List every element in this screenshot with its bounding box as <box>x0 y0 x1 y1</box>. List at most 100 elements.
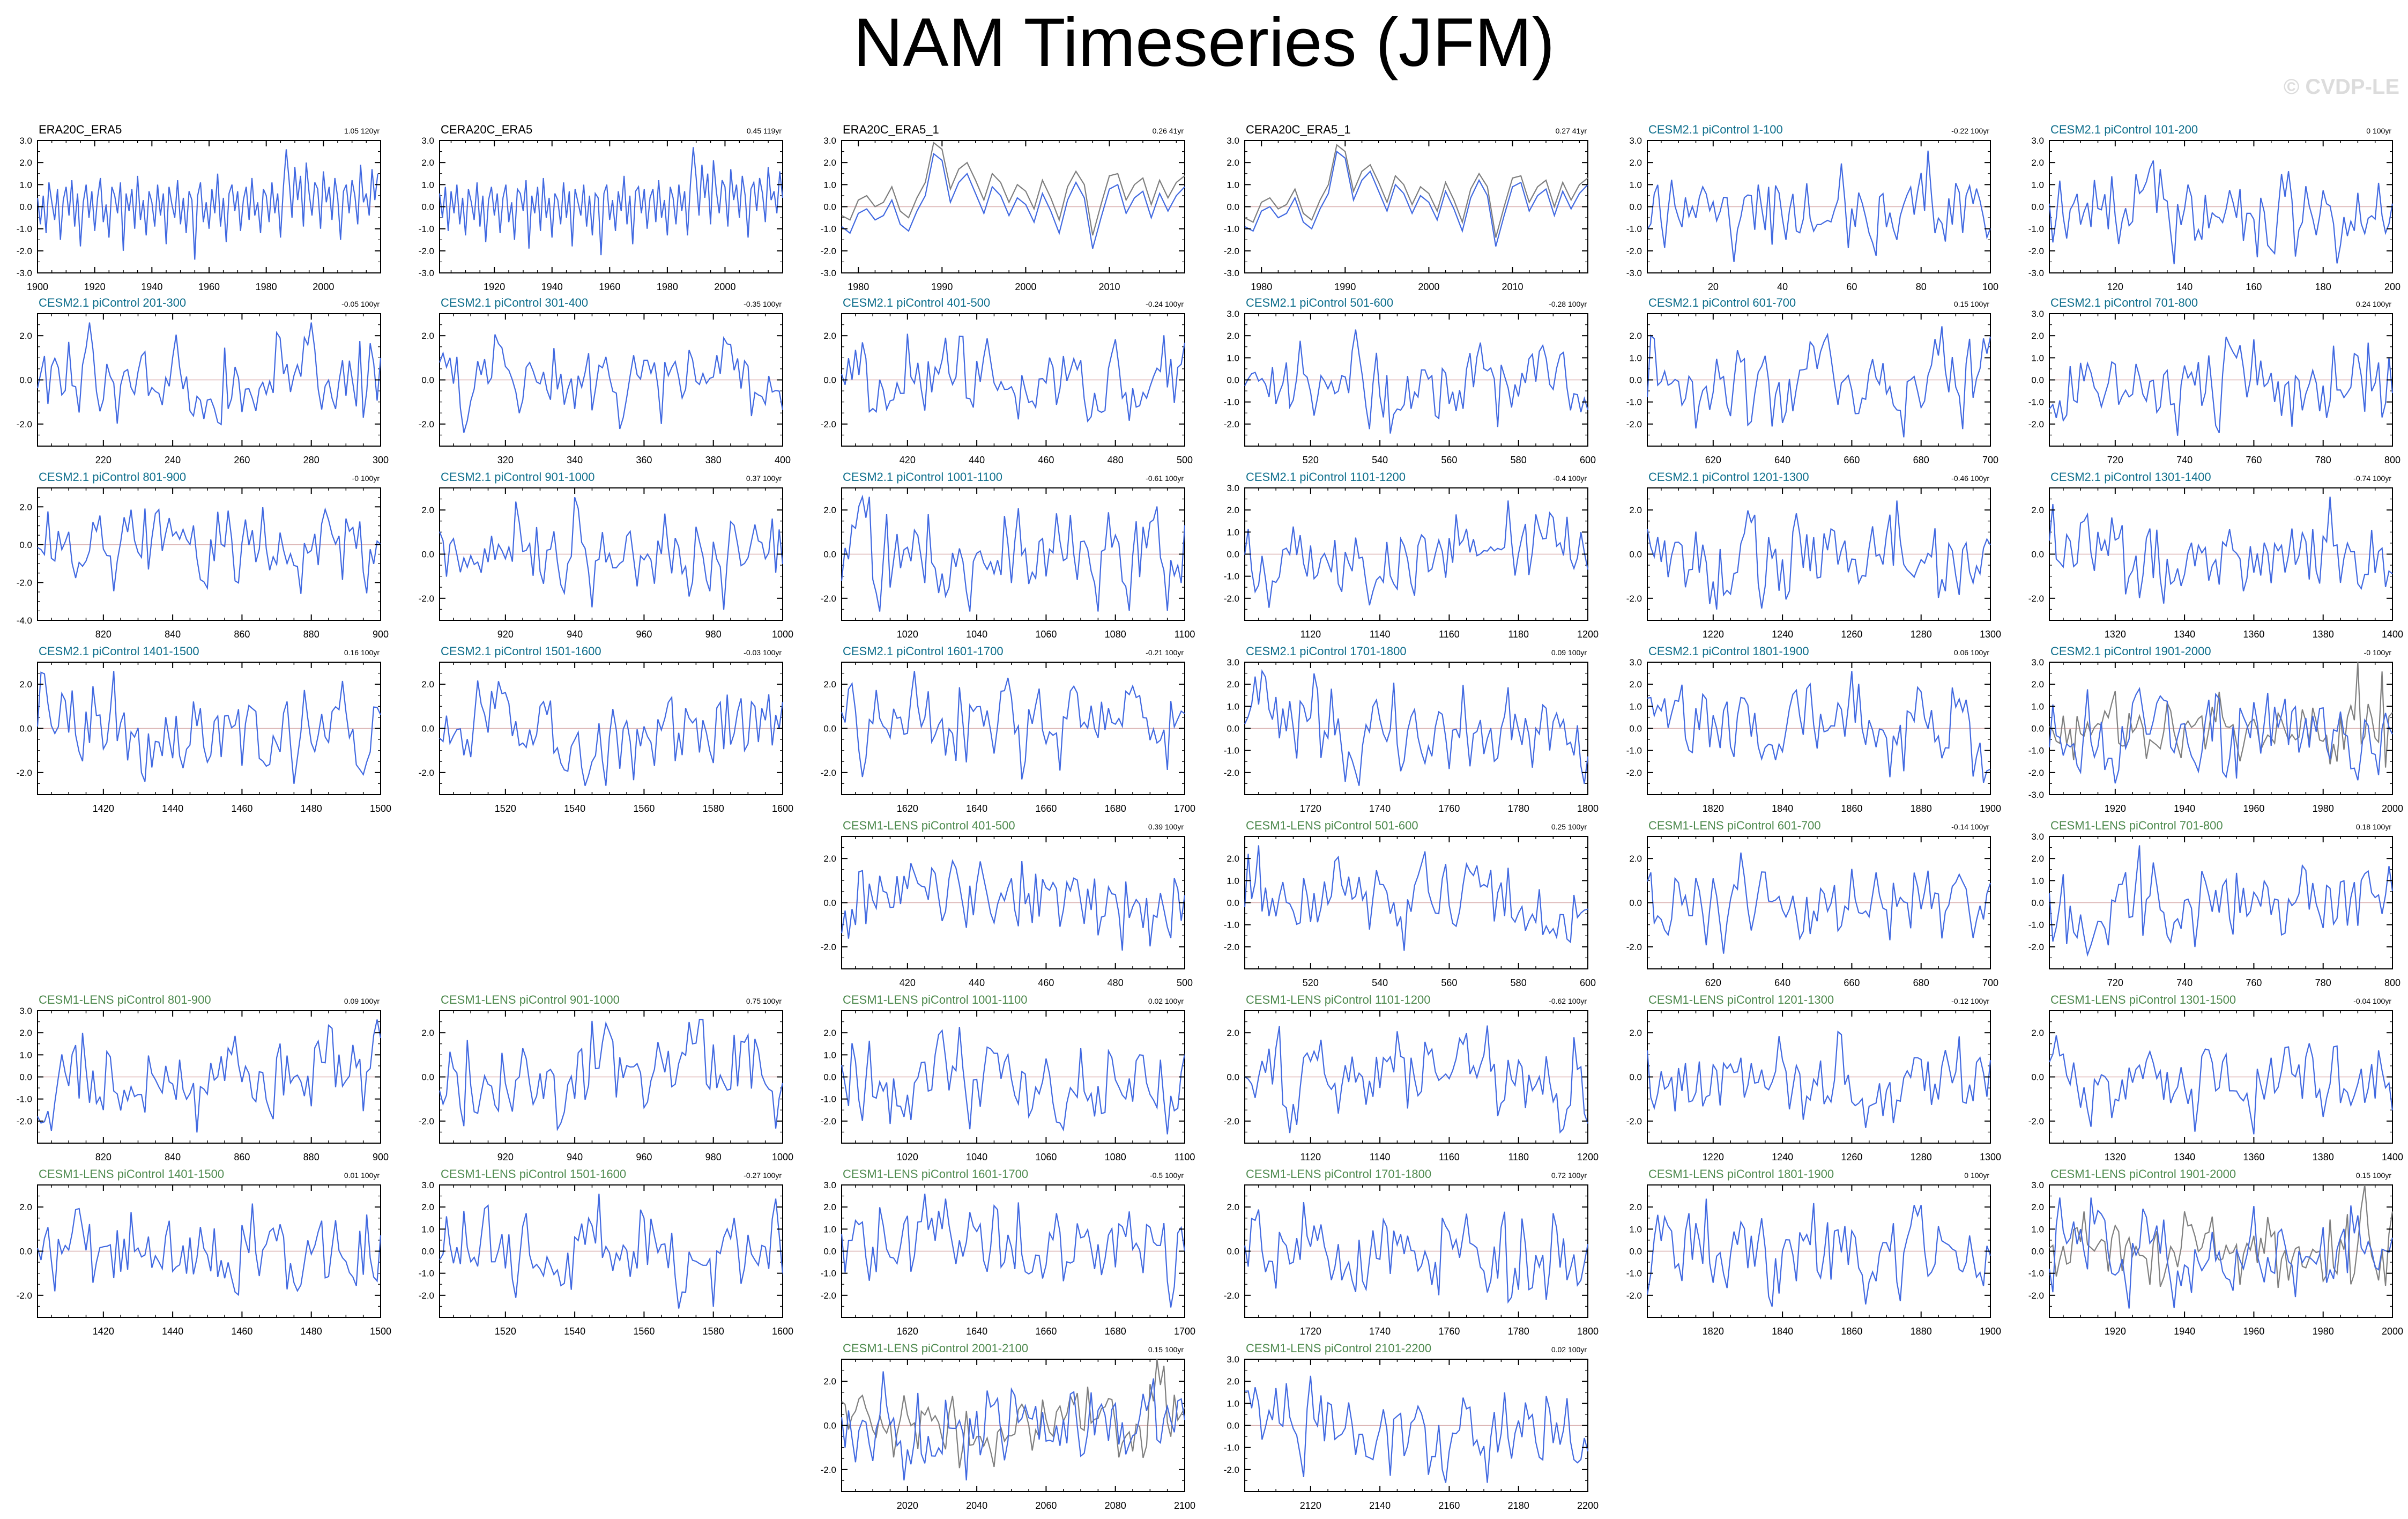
panel-title: CESM2.1 piControl 1301-1400 <box>2050 470 2211 484</box>
model-series-line <box>2048 1035 2394 1135</box>
y-tick-label: 2.0 <box>19 331 32 341</box>
panel-title: CESM1-LENS piControl 401-500 <box>843 819 1015 832</box>
y-tick-label: 3.0 <box>2031 309 2044 319</box>
x-tick-label: 1540 <box>564 1326 585 1337</box>
obs-series-line <box>841 142 1185 236</box>
y-tick-label: 3.0 <box>2031 657 2044 668</box>
y-tick-label: 3.0 <box>2031 832 2044 842</box>
x-tick-label: 1980 <box>2313 803 2334 814</box>
y-tick-label: 2.0 <box>19 1202 32 1212</box>
x-tick-label: 960 <box>636 629 652 640</box>
x-tick-label: 1980 <box>657 281 678 292</box>
x-tick-label: 1000 <box>772 1152 793 1162</box>
x-tick-label: 1420 <box>93 1326 114 1337</box>
y-tick-label: 1.0 <box>1629 1224 1642 1234</box>
x-tick-label: 1180 <box>1508 629 1529 640</box>
x-tick-label: 860 <box>234 1152 250 1162</box>
x-tick-label: 2060 <box>1035 1500 1057 1511</box>
y-tick-label: -1.0 <box>821 224 836 234</box>
y-tick-label: -2.0 <box>1224 1465 1239 1475</box>
trend-label: 0.01 100yr <box>344 1171 380 1180</box>
x-tick-label: 640 <box>1774 455 1790 465</box>
y-tick-label: -1.0 <box>2028 746 2044 756</box>
trend-label: -0.5 100yr <box>1150 1171 1184 1180</box>
y-tick-label: 2.0 <box>823 158 836 168</box>
y-tick-label: -2.0 <box>2028 419 2044 429</box>
panel-title: CESM2.1 piControl 401-500 <box>843 296 990 309</box>
y-tick-label: 3.0 <box>1227 1354 1239 1365</box>
panel-title: ERA20C_ERA5_1 <box>843 123 939 136</box>
y-tick-label: -2.0 <box>17 768 32 778</box>
obs-series-line <box>841 1359 1185 1469</box>
trend-label: 1.05 120yr <box>344 127 380 135</box>
y-tick-label: -1.0 <box>2028 1269 2044 1279</box>
panel-title: CESM1-LENS piControl 2001-2100 <box>843 1342 1028 1355</box>
trend-label: -0.05 100yr <box>341 300 380 308</box>
x-tick-label: 1660 <box>1035 1326 1057 1337</box>
x-tick-label: 120 <box>2107 281 2123 292</box>
x-tick-label: 1480 <box>301 1326 322 1337</box>
model-series-line <box>1646 326 1991 438</box>
y-tick-label: -1.0 <box>2028 224 2044 234</box>
model-series-line <box>2048 1197 2394 1309</box>
x-tick-label: 720 <box>2107 455 2123 465</box>
y-tick-label: -2.0 <box>1224 1116 1239 1127</box>
trend-label: -0.12 100yr <box>1951 997 1989 1005</box>
y-tick-label: -1.0 <box>1224 920 1239 930</box>
model-series-line <box>439 1194 784 1309</box>
x-tick-label: 860 <box>234 629 250 640</box>
panel-19: 1420 1440 1460 1480 1500 2.0 0.0 -2.0 CESM2.1 pi… <box>17 644 391 814</box>
x-tick-label: 1900 <box>1980 1326 2001 1337</box>
x-tick-label: 1840 <box>1772 1326 1793 1337</box>
y-tick-label: 1.0 <box>19 180 32 190</box>
y-tick-label: 0.0 <box>19 1247 32 1257</box>
y-tick-label: -1.0 <box>821 1269 836 1279</box>
x-tick-label: 2100 <box>1174 1500 1195 1511</box>
x-tick-label: 1980 <box>848 281 869 292</box>
x-tick-label: 1920 <box>84 281 106 292</box>
y-tick-label: 0.0 <box>823 724 836 734</box>
trend-label: 0.18 100yr <box>2356 823 2391 831</box>
y-tick-label: 3.0 <box>2031 1180 2044 1190</box>
x-tick-label: 1600 <box>772 803 793 814</box>
panel-24: 1920 1940 1960 1980 2000 3.0 2.0 1.0 0.0 -1.0 -2.0… <box>2028 644 2403 814</box>
y-tick-label: 3.0 <box>19 1006 32 1016</box>
x-tick-label: 500 <box>1177 977 1193 988</box>
x-tick-label: 1220 <box>1703 1152 1724 1162</box>
x-tick-label: 1400 <box>2382 1152 2403 1162</box>
y-tick-label: 1.0 <box>421 180 434 190</box>
x-tick-label: 1340 <box>2174 1152 2195 1162</box>
panel-title: CESM1-LENS piControl 1901-2000 <box>2050 1167 2236 1181</box>
x-tick-label: 780 <box>2315 977 2331 988</box>
panel-20: 1520 1540 1560 1580 1600 2.0 0.0 -2.0 CESM2.1 pi… <box>419 644 793 814</box>
y-tick-label: 2.0 <box>421 679 434 690</box>
x-tick-label: 380 <box>705 455 722 465</box>
panel-title: CESM2.1 piControl 1801-1900 <box>1648 644 1809 658</box>
x-tick-label: 580 <box>1511 977 1527 988</box>
y-tick-label: 3.0 <box>421 136 434 146</box>
trend-label: -0.14 100yr <box>1951 823 1989 831</box>
x-tick-label: 1060 <box>1035 1152 1057 1162</box>
panel-title: CESM2.1 piControl 1-100 <box>1648 123 1783 136</box>
panel-title: CESM2.1 piControl 1001-1100 <box>843 470 1002 484</box>
x-tick-label: 620 <box>1705 455 1721 465</box>
y-tick-label: 1.0 <box>1227 180 1239 190</box>
model-series-line <box>439 1019 784 1131</box>
y-tick-label: 1.0 <box>2031 180 2044 190</box>
x-tick-label: 1760 <box>1438 1326 1460 1337</box>
y-tick-label: -2.0 <box>1626 246 1642 256</box>
x-tick-label: 1960 <box>2243 1326 2264 1337</box>
panel-title: CESM2.1 piControl 101-200 <box>2050 123 2198 136</box>
x-tick-label: 20 <box>1708 281 1719 292</box>
x-tick-label: 1020 <box>897 1152 918 1162</box>
model-series-line <box>2048 687 2393 784</box>
panel-5: 20 40 60 80 100 3.0 2.0 1.0 0.0 -1.0 -2.0 -3.0 CESM2… <box>1626 123 1998 292</box>
x-tick-label: 480 <box>1108 455 1124 465</box>
trend-label: 0.15 100yr <box>1148 1345 1184 1354</box>
model-series-line <box>439 497 784 610</box>
x-tick-label: 200 <box>2384 281 2400 292</box>
panel-title: CESM1-LENS piControl 1601-1700 <box>843 1167 1028 1181</box>
x-tick-label: 980 <box>705 629 722 640</box>
panel-title: CESM2.1 piControl 501-600 <box>1246 296 1393 309</box>
y-tick-label: -2.0 <box>419 1116 434 1127</box>
